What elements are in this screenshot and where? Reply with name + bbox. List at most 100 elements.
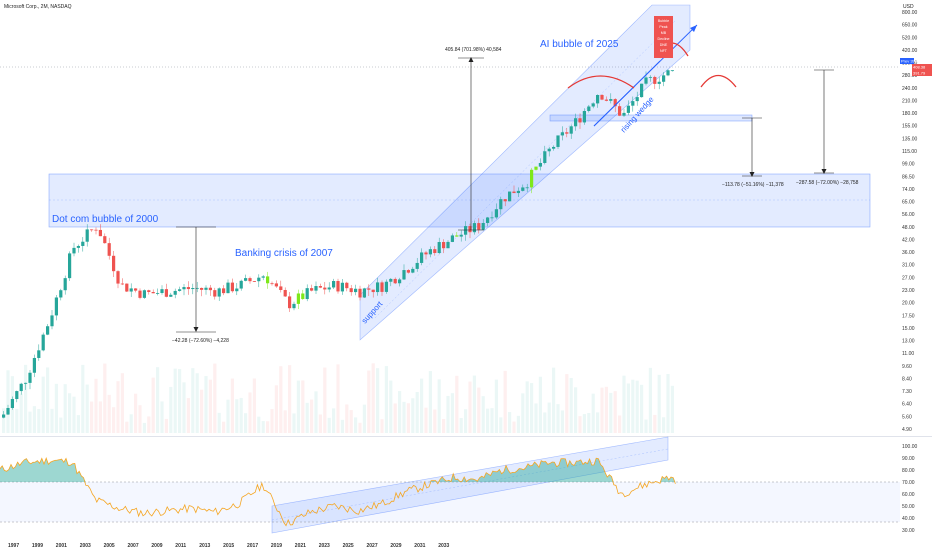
candle-body[interactable] (490, 217, 494, 219)
candle-body[interactable] (508, 191, 512, 202)
candle-body[interactable] (525, 187, 529, 189)
candle-body[interactable] (125, 283, 129, 292)
candle-body[interactable] (512, 191, 516, 194)
candle-body[interactable] (257, 277, 261, 282)
candle-body[interactable] (182, 287, 186, 290)
candle-body[interactable] (362, 288, 366, 298)
candle-body[interactable] (587, 106, 591, 111)
candle-body[interactable] (28, 372, 32, 383)
candle-body[interactable] (142, 290, 146, 298)
candle-body[interactable] (578, 118, 582, 123)
candle-body[interactable] (534, 166, 538, 170)
candle-body[interactable] (107, 243, 111, 256)
price-axis[interactable]: 800.00650.00520.00420.00330.00280.00240.… (902, 10, 918, 433)
candle-body[interactable] (134, 288, 138, 291)
candle-body[interactable] (103, 236, 107, 244)
annotation-banking[interactable]: Banking crisis of 2007 (235, 248, 333, 259)
rsi-line[interactable] (0, 457, 677, 527)
candle-body[interactable] (94, 229, 98, 231)
candle-body[interactable] (415, 262, 419, 269)
candle-body[interactable] (191, 288, 195, 290)
annotation-ai-bubble[interactable]: AI bubble of 2025 (540, 39, 619, 50)
candle-body[interactable] (283, 289, 287, 297)
candle-body[interactable] (213, 290, 217, 297)
candle-body[interactable] (41, 334, 45, 351)
candle-body[interactable] (538, 162, 542, 167)
candle-body[interactable] (288, 296, 292, 309)
candle-body[interactable] (358, 288, 362, 298)
candle-body[interactable] (543, 151, 547, 163)
candle-body[interactable] (450, 235, 454, 242)
candle-body[interactable] (112, 255, 116, 272)
bubble-callout[interactable] (654, 16, 673, 58)
candle-body[interactable] (393, 278, 397, 284)
candle-body[interactable] (81, 241, 85, 246)
candle-body[interactable] (494, 209, 498, 218)
candle-body[interactable] (59, 290, 63, 298)
candle-body[interactable] (226, 282, 230, 294)
candle-body[interactable] (648, 76, 652, 78)
candle-body[interactable] (486, 217, 490, 223)
candle-body[interactable] (591, 103, 595, 107)
candle-body[interactable] (327, 287, 331, 290)
wedge-lower-line[interactable] (593, 60, 661, 127)
candle-body[interactable] (371, 289, 375, 293)
candle-body[interactable] (402, 270, 406, 280)
candle-body[interactable] (156, 293, 160, 294)
candle-body[interactable] (596, 95, 600, 104)
candle-body[interactable] (310, 288, 314, 291)
candle-body[interactable] (380, 282, 384, 292)
candle-body[interactable] (314, 286, 318, 291)
candle-body[interactable] (552, 146, 556, 149)
candle-body[interactable] (626, 105, 630, 113)
candle-body[interactable] (217, 288, 221, 297)
candle-body[interactable] (336, 281, 340, 292)
candle-body[interactable] (164, 289, 168, 297)
candle-body[interactable] (318, 286, 322, 288)
candle-body[interactable] (600, 95, 604, 100)
candle-body[interactable] (481, 222, 485, 230)
candle-body[interactable] (90, 229, 94, 231)
candle-body[interactable] (252, 281, 256, 282)
candle-body[interactable] (424, 252, 428, 255)
candle-body[interactable] (437, 242, 441, 254)
candle-body[interactable] (565, 132, 569, 134)
candle-body[interactable] (569, 126, 573, 134)
head-shoulder-arc-left[interactable] (567, 75, 635, 89)
candle-body[interactable] (208, 287, 212, 291)
rsi-axis[interactable]: 100.00 90.00 80.00 70.00 60.00 50.00 40.00 30.0… (902, 444, 918, 534)
candle-body[interactable] (292, 303, 296, 309)
candle-body[interactable] (433, 249, 437, 254)
candle-body[interactable] (6, 407, 10, 415)
candle-body[interactable] (32, 357, 36, 373)
candle-body[interactable] (332, 281, 336, 288)
candle-body[interactable] (266, 276, 270, 284)
candle-body[interactable] (662, 75, 666, 82)
measure-full-drop[interactable]: −287.58 (−72.00%) −28,758 (796, 69, 859, 186)
candle-body[interactable] (85, 229, 89, 242)
candle-body[interactable] (54, 297, 58, 316)
candle-body[interactable] (186, 287, 190, 290)
candle-body[interactable] (455, 235, 459, 237)
candle-body[interactable] (459, 234, 463, 237)
candle-body[interactable] (72, 247, 76, 254)
candle-body[interactable] (406, 270, 410, 273)
candle-body[interactable] (670, 70, 674, 72)
candle-body[interactable] (160, 289, 164, 294)
candle-body[interactable] (464, 226, 468, 235)
candle-body[interactable] (354, 288, 358, 293)
candle-body[interactable] (169, 294, 173, 297)
candle-body[interactable] (63, 278, 67, 291)
candle-body[interactable] (173, 290, 177, 295)
candle-body[interactable] (270, 283, 274, 285)
candle-body[interactable] (195, 287, 199, 289)
candle-body[interactable] (68, 253, 72, 279)
candle-body[interactable] (200, 287, 204, 290)
candle-body[interactable] (428, 249, 432, 255)
candles[interactable] (2, 69, 674, 419)
candle-body[interactable] (618, 106, 622, 116)
candle-body[interactable] (653, 76, 657, 84)
rsi-path[interactable] (0, 457, 676, 527)
candle-body[interactable] (609, 99, 613, 101)
